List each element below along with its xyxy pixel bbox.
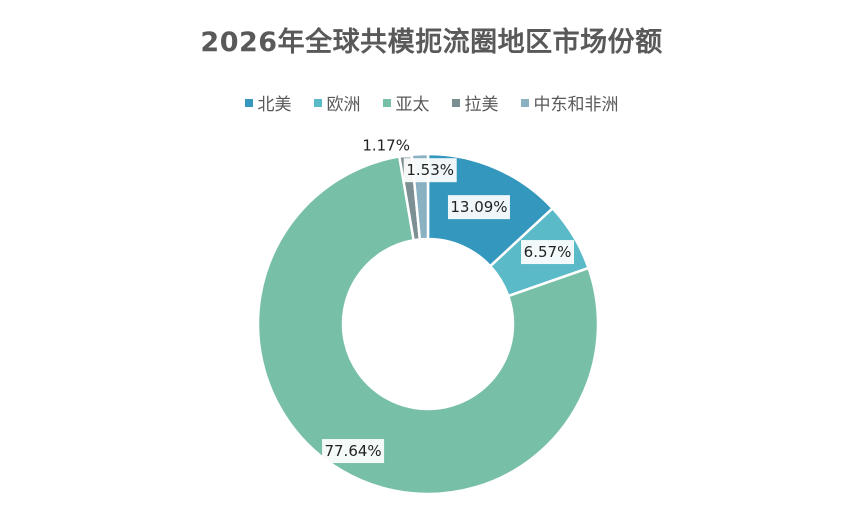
data-label-4: 1.53% bbox=[403, 158, 457, 183]
data-label-3: 1.17% bbox=[359, 133, 413, 158]
legend-label: 北美 bbox=[257, 95, 292, 115]
legend-item-europe: 欧洲 bbox=[313, 90, 361, 115]
legend-label: 拉美 bbox=[464, 95, 499, 115]
legend-item-north-america: 北美 bbox=[244, 90, 292, 115]
legend-label: 欧洲 bbox=[326, 95, 361, 115]
data-label-box bbox=[322, 439, 385, 464]
data-label-box bbox=[521, 240, 575, 265]
legend-swatch bbox=[382, 98, 391, 107]
data-label-text: 77.64% bbox=[324, 442, 381, 460]
data-label-1: 6.57% bbox=[521, 240, 575, 265]
legend-item-asia-pacific: 亚太 bbox=[382, 90, 430, 115]
legend-swatch bbox=[451, 98, 460, 107]
legend-swatch bbox=[520, 98, 529, 107]
data-label-text: 1.17% bbox=[362, 137, 410, 155]
legend-swatch bbox=[313, 98, 322, 107]
legend-label: 中东和非洲 bbox=[533, 95, 619, 115]
data-label-box bbox=[447, 195, 510, 220]
data-label-text: 6.57% bbox=[524, 243, 572, 261]
data-label-text: 1.53% bbox=[406, 161, 454, 179]
legend-swatch bbox=[244, 98, 253, 107]
legend-item-latin-america: 拉美 bbox=[451, 90, 499, 115]
donut-slice-2 bbox=[256, 154, 600, 496]
data-label-2: 77.64% bbox=[322, 439, 385, 464]
chart-title: 2026年全球共模扼流圈地区市场份额 bbox=[200, 27, 663, 58]
legend-label: 亚太 bbox=[395, 95, 430, 115]
legend-item-middle-east-africa: 中东和非洲 bbox=[520, 90, 619, 115]
data-label-box bbox=[403, 158, 457, 183]
data-label-0: 13.09% bbox=[447, 195, 510, 220]
legend: 北美 欧洲 亚太 拉美 中东和非洲 bbox=[0, 90, 863, 115]
data-label-text: 13.09% bbox=[450, 198, 507, 216]
data-label-box bbox=[359, 133, 413, 158]
